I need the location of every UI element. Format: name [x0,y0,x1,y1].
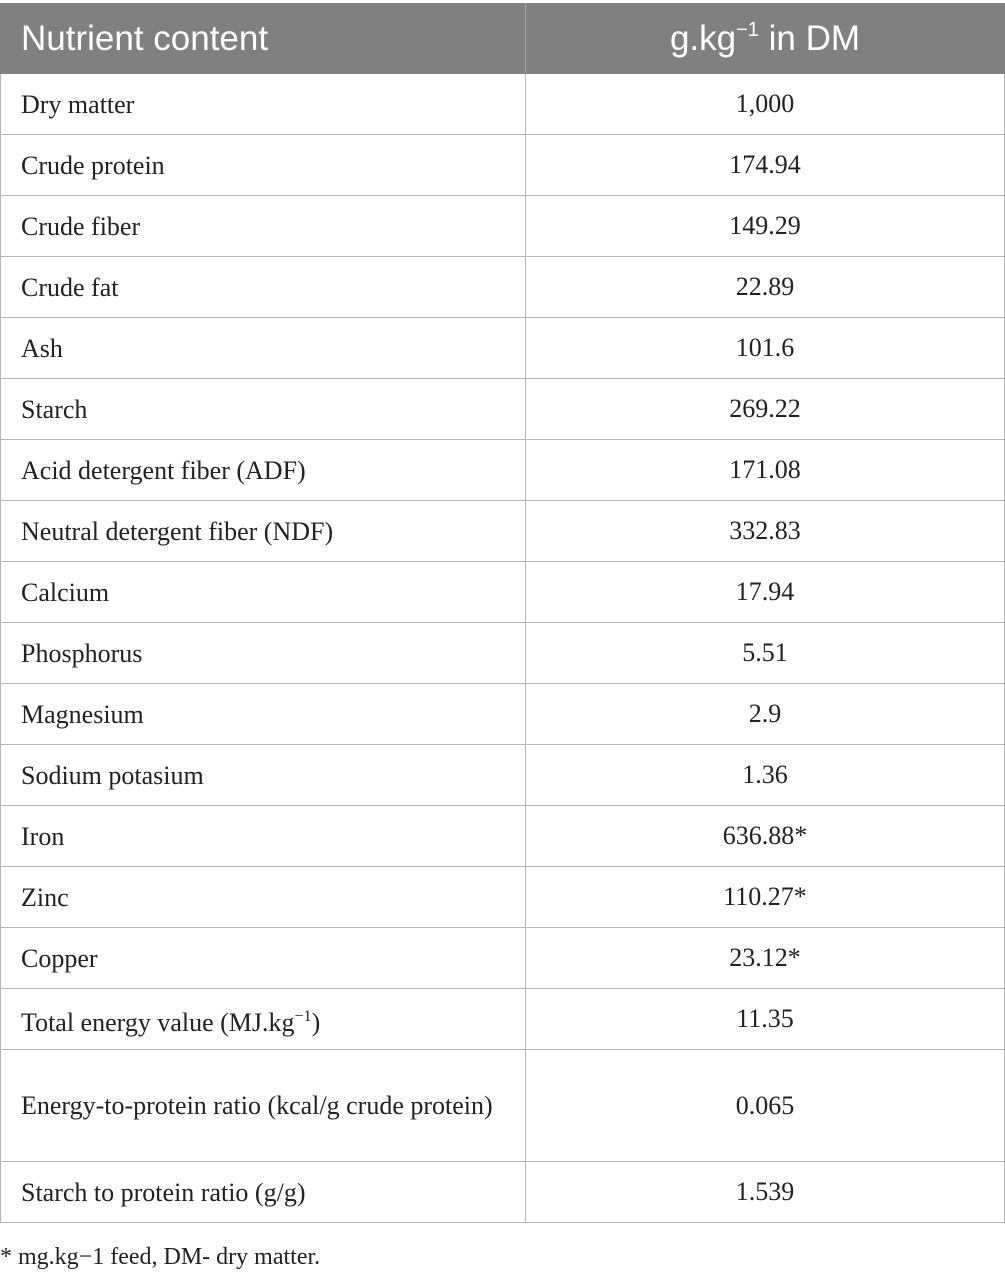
row-name: Starch [0,378,526,440]
row-value: 101.6 [525,317,1005,379]
row-value: 1.539 [525,1161,1005,1223]
table-row: Copper 23.12* [0,927,1005,989]
table-row: Iron 636.88* [0,805,1005,867]
row-name: Phosphorus [0,622,526,684]
row-value: 636.88* [525,805,1005,867]
table-row: Energy-to-protein ratio (kcal/g crude pr… [0,1049,1005,1162]
row-value: 174.94 [525,134,1005,196]
row-value: 332.83 [525,500,1005,562]
row-name: Iron [0,805,526,867]
table-row: Crude fat 22.89 [0,256,1005,318]
row-name: Crude fat [0,256,526,318]
table-row: Crude fiber 149.29 [0,195,1005,257]
row-name: Neutral detergent fiber (NDF) [0,500,526,562]
table-header-row: Nutrient content g.kg−1 in DM [0,3,1005,74]
row-value: 2.9 [525,683,1005,745]
row-value: 0.065 [525,1049,1005,1162]
row-name: Ash [0,317,526,379]
row-value: 110.27* [525,866,1005,928]
header-unit-exponent: −1 [736,18,759,41]
row-name: Crude protein [0,134,526,196]
row-name: Energy-to-protein ratio (kcal/g crude pr… [0,1049,526,1162]
table-row: Starch 269.22 [0,378,1005,440]
row-name: Zinc [0,866,526,928]
row-value: 17.94 [525,561,1005,623]
table-row: Starch to protein ratio (g/g) 1.539 [0,1161,1005,1223]
table-row: Neutral detergent fiber (NDF) 332.83 [0,500,1005,562]
header-unit: g.kg−1 in DM [525,3,1005,74]
table-row: Magnesium 2.9 [0,683,1005,745]
row-name: Calcium [0,561,526,623]
row-value: 269.22 [525,378,1005,440]
row-name-base: Total energy value (MJ.kg [21,1007,295,1037]
header-unit-base: g.kg [669,18,737,58]
row-name-suffix: ) [311,1007,321,1037]
row-name: Acid detergent fiber (ADF) [0,439,526,501]
row-value: 23.12* [525,927,1005,989]
table-row: Total energy value (MJ.kg−1) 11.35 [0,988,1005,1050]
row-value: 11.35 [525,988,1005,1050]
table-row: Crude protein 174.94 [0,134,1005,196]
row-value: 5.51 [525,622,1005,684]
row-name: Starch to protein ratio (g/g) [0,1161,526,1223]
table-row: Sodium potasium 1.36 [0,744,1005,806]
table-row: Dry matter 1,000 [0,73,1005,135]
header-nutrient-content: Nutrient content [0,3,526,74]
row-value: 22.89 [525,256,1005,318]
row-name: Magnesium [0,683,526,745]
row-name: Total energy value (MJ.kg−1) [0,988,526,1050]
nutrient-table: Nutrient content g.kg−1 in DM Dry matter… [0,3,1005,1223]
table-row: Calcium 17.94 [0,561,1005,623]
table-row: Ash 101.6 [0,317,1005,379]
table-row: Zinc 110.27* [0,866,1005,928]
header-unit-suffix: in DM [758,18,861,58]
row-value: 171.08 [525,439,1005,501]
table-row: Phosphorus 5.51 [0,622,1005,684]
row-name: Sodium potasium [0,744,526,806]
row-value: 1,000 [525,73,1005,135]
row-value: 149.29 [525,195,1005,257]
row-name: Dry matter [0,73,526,135]
row-name-exponent: −1 [294,1007,312,1025]
row-name: Crude fiber [0,195,526,257]
table-row: Acid detergent fiber (ADF) 171.08 [0,439,1005,501]
row-name: Copper [0,927,526,989]
row-value: 1.36 [525,744,1005,806]
table-footnote: * mg.kg−1 feed, DM- dry matter. [0,1244,321,1270]
